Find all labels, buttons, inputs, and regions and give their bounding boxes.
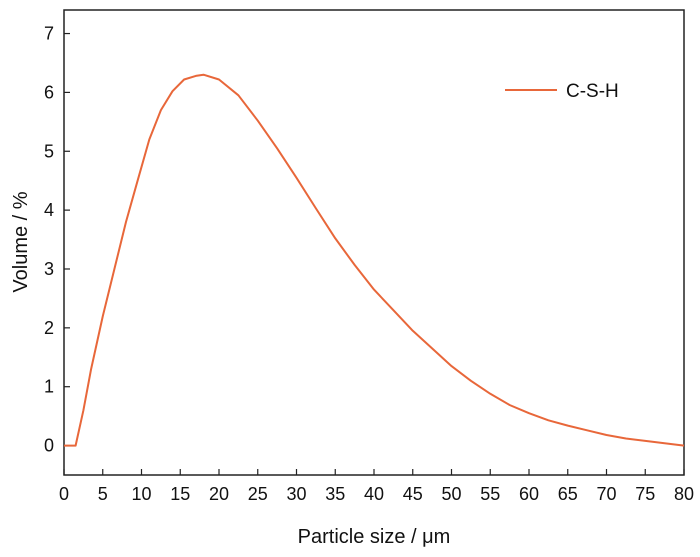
- x-tick-label: 60: [519, 484, 539, 504]
- x-tick-label: 55: [480, 484, 500, 504]
- x-tick-label: 25: [248, 484, 268, 504]
- y-tick-label: 7: [44, 24, 54, 44]
- x-tick-label: 45: [403, 484, 423, 504]
- y-tick-label: 6: [44, 82, 54, 102]
- y-tick-label: 0: [44, 436, 54, 456]
- x-tick-label: 30: [286, 484, 306, 504]
- x-tick-label: 70: [596, 484, 616, 504]
- x-tick-label: 35: [325, 484, 345, 504]
- y-axis-ticks: 0 1 2 3 4 5 6 7: [44, 24, 70, 456]
- y-tick-label: 3: [44, 259, 54, 279]
- legend: C-S-H: [505, 81, 619, 102]
- x-tick-label: 80: [674, 484, 694, 504]
- series-line-c-s-h: [64, 73, 685, 447]
- plot-frame: [63, 9, 685, 476]
- series-layer: [64, 73, 685, 447]
- x-tick-label: 65: [558, 484, 578, 504]
- x-tick-label: 15: [170, 484, 190, 504]
- x-tick-label: 5: [98, 484, 108, 504]
- y-tick-label: 1: [44, 377, 54, 397]
- x-tick-label: 40: [364, 484, 384, 504]
- y-tick-label: 5: [44, 141, 54, 161]
- x-axis-title: Particle size / μm: [298, 526, 451, 548]
- x-axis-ticks: 0 5 10 15 20 25 30 35 40 45 50 55 60 65 70 75 80: [59, 469, 694, 504]
- x-tick-label: 0: [59, 484, 69, 504]
- x-tick-label: 20: [209, 484, 229, 504]
- y-tick-label: 2: [44, 318, 54, 338]
- y-tick-label: 4: [44, 200, 54, 220]
- x-tick-label: 50: [441, 484, 461, 504]
- x-tick-label: 10: [131, 484, 151, 504]
- y-axis-title: Volume / %: [10, 191, 32, 292]
- x-tick-label: 75: [635, 484, 655, 504]
- legend-label: C-S-H: [566, 81, 619, 102]
